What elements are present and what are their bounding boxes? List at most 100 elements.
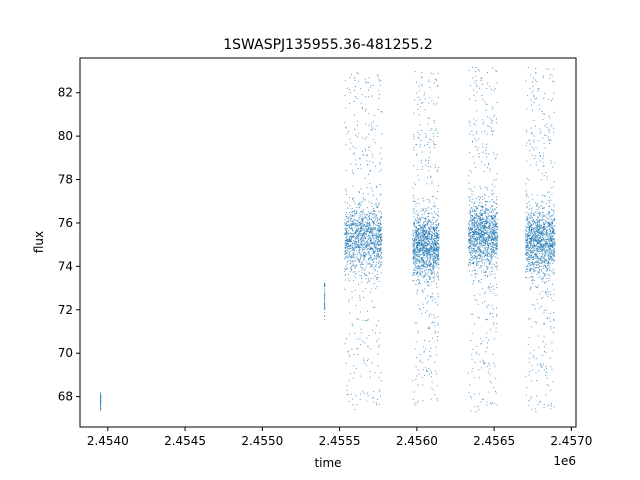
- data-point: [364, 268, 366, 270]
- data-point: [482, 288, 484, 290]
- data-point: [552, 259, 554, 261]
- data-point: [471, 250, 473, 252]
- data-point: [488, 247, 490, 249]
- data-point: [380, 243, 382, 245]
- data-point: [346, 246, 348, 248]
- data-point: [554, 162, 556, 164]
- data-point: [419, 242, 421, 244]
- data-point: [421, 243, 423, 245]
- data-point: [492, 285, 494, 287]
- data-point: [435, 262, 437, 264]
- data-point: [428, 170, 430, 172]
- data-point: [344, 95, 346, 97]
- data-point: [349, 260, 351, 262]
- data-point: [414, 99, 415, 101]
- data-point: [483, 269, 485, 271]
- data-point: [423, 264, 425, 266]
- data-point: [473, 205, 475, 207]
- data-point: [414, 272, 415, 274]
- data-point: [526, 193, 528, 194]
- data-point: [490, 382, 492, 384]
- data-point: [433, 227, 435, 229]
- data-point: [375, 215, 377, 217]
- data-point: [494, 218, 496, 220]
- data-point: [366, 154, 368, 156]
- data-point: [528, 266, 530, 268]
- data-point: [352, 215, 354, 217]
- data-point: [422, 384, 424, 386]
- data-point: [486, 236, 488, 238]
- data-point: [362, 209, 364, 211]
- data-point: [436, 235, 438, 237]
- data-point: [423, 251, 424, 253]
- data-point: [525, 129, 527, 131]
- data-point: [490, 403, 492, 405]
- data-point: [431, 100, 433, 102]
- data-point: [366, 320, 368, 322]
- data-point: [479, 393, 481, 395]
- data-point: [479, 242, 481, 244]
- data-point: [348, 244, 349, 246]
- data-point: [474, 244, 476, 245]
- data-point: [435, 257, 437, 259]
- data-point: [346, 228, 348, 230]
- data-point: [551, 250, 553, 252]
- data-point: [486, 187, 488, 189]
- data-point: [377, 239, 379, 241]
- data-point: [345, 126, 347, 128]
- data-point: [372, 127, 374, 129]
- data-point: [546, 246, 548, 248]
- data-point: [422, 209, 424, 211]
- data-point: [431, 230, 433, 232]
- data-point: [471, 332, 473, 334]
- data-point: [418, 271, 419, 273]
- data-point: [427, 255, 429, 257]
- data-point: [486, 209, 488, 211]
- data-point: [349, 356, 351, 358]
- data-point: [539, 245, 541, 247]
- data-point: [474, 222, 475, 224]
- data-point: [480, 234, 482, 236]
- data-point: [376, 125, 378, 127]
- data-point: [478, 238, 480, 240]
- data-point: [371, 95, 373, 97]
- data-point: [414, 231, 416, 233]
- data-point: [372, 248, 374, 250]
- data-point: [539, 242, 541, 244]
- data-point: [348, 301, 350, 303]
- data-point: [378, 240, 380, 242]
- data-point: [324, 303, 326, 305]
- data-point: [353, 242, 355, 244]
- data-point: [353, 275, 355, 277]
- data-point: [539, 108, 541, 110]
- data-point: [428, 276, 430, 278]
- data-point: [484, 248, 486, 250]
- data-point: [479, 281, 481, 283]
- data-point: [433, 246, 435, 248]
- data-point: [494, 224, 496, 225]
- data-point: [546, 226, 548, 228]
- data-point: [349, 138, 351, 140]
- data-point: [490, 207, 492, 209]
- data-point: [352, 247, 354, 249]
- data-point: [481, 77, 482, 79]
- data-point: [358, 231, 360, 233]
- data-point: [492, 211, 494, 213]
- data-point: [488, 253, 490, 255]
- data-point: [359, 299, 361, 301]
- data-point: [497, 237, 499, 239]
- data-point: [426, 260, 428, 262]
- data-point: [346, 249, 348, 251]
- data-point: [550, 245, 552, 246]
- data-point: [481, 243, 483, 244]
- data-point: [425, 210, 427, 212]
- data-point: [436, 258, 438, 259]
- data-point: [525, 246, 527, 248]
- data-point: [526, 108, 528, 110]
- data-point: [378, 229, 380, 231]
- data-point: [422, 263, 424, 265]
- data-point: [359, 214, 361, 216]
- data-point: [350, 267, 352, 269]
- data-point: [369, 87, 371, 89]
- data-point: [324, 293, 326, 295]
